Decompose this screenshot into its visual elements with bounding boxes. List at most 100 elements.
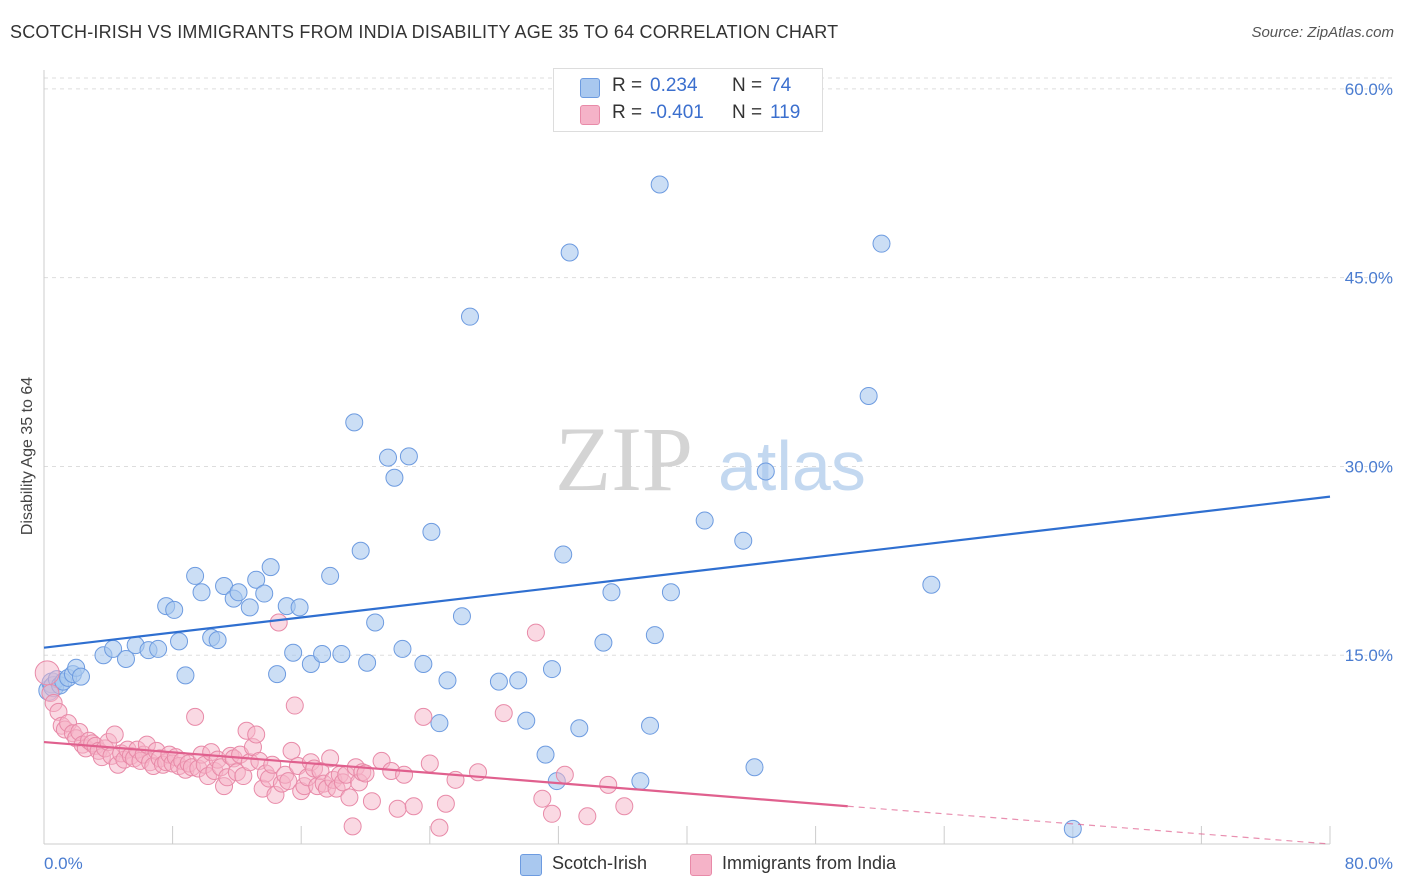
scotch-irish-point xyxy=(859,386,878,405)
scotch-irish-point xyxy=(560,243,579,262)
legend-blue-swatch xyxy=(520,854,542,876)
blue-swatch xyxy=(580,78,600,98)
y-tick-label: 15.0% xyxy=(1345,646,1393,665)
india-point xyxy=(282,741,301,760)
scotch-irish-point xyxy=(351,541,370,560)
scotch-irish-point xyxy=(149,639,168,658)
r-label: R = xyxy=(612,102,643,123)
india-point xyxy=(247,725,266,744)
pink-swatch xyxy=(580,105,600,125)
scotch-irish-point xyxy=(268,665,287,684)
scotch-irish-point xyxy=(1063,819,1082,838)
india-point xyxy=(105,725,124,744)
scotch-irish-point xyxy=(208,631,227,650)
scotch-irish-point xyxy=(192,583,211,602)
scotch-irish-point xyxy=(379,448,398,467)
r-label: R = xyxy=(612,75,643,96)
n-label: N = xyxy=(732,102,763,123)
scotch-irish-point xyxy=(594,633,613,652)
scotch-irish-point xyxy=(536,745,555,764)
scotch-irish-point xyxy=(745,758,764,777)
axis-layer xyxy=(43,70,1331,845)
scotch-irish-point xyxy=(301,655,320,674)
watermark: ZIP atlas xyxy=(555,408,866,510)
scotch-irish-point xyxy=(661,583,680,602)
scotch-irish-point xyxy=(645,626,664,645)
india-point xyxy=(356,764,375,783)
n-value: 119 xyxy=(770,102,801,123)
india-point xyxy=(555,765,574,784)
watermark-atlas: atlas xyxy=(718,427,866,505)
india-point xyxy=(494,704,513,723)
y-tick-label: 60.0% xyxy=(1345,80,1393,99)
scotch-irish-point xyxy=(570,719,589,738)
india-point xyxy=(285,696,304,715)
scotch-irish-point xyxy=(290,598,309,617)
scotch-irish-point xyxy=(240,598,259,617)
india-point xyxy=(321,749,340,768)
scotch-irish-point xyxy=(229,583,248,602)
scotch-irish-point xyxy=(641,716,660,735)
india-trend-line xyxy=(43,740,848,808)
scotch-irish-point xyxy=(602,583,621,602)
scotch-irish-point xyxy=(399,447,418,466)
scotch-irish-point xyxy=(71,667,90,686)
scotch-irish-point xyxy=(186,566,205,585)
scotch-irish-point xyxy=(872,234,891,253)
scotch-irish-point xyxy=(460,307,479,326)
source-note: Source: ZipAtlas.com xyxy=(1251,24,1394,41)
scotch-irish-point xyxy=(438,671,457,690)
scotch-irish-point xyxy=(332,644,351,663)
correlation-stats-box: R = 0.234 N = 74 R = -0.401 N = 119 xyxy=(553,68,823,132)
scotch-irish-point xyxy=(261,558,280,577)
india-point xyxy=(34,660,60,686)
india-point xyxy=(430,818,449,837)
n-value: 74 xyxy=(770,75,792,96)
scotch-irish-point xyxy=(393,639,412,658)
scotch-irish-point xyxy=(284,643,303,662)
india-point xyxy=(578,807,597,826)
scotch-irish-point xyxy=(116,649,135,668)
scotch-irish-point xyxy=(313,644,332,663)
india-point xyxy=(362,792,381,811)
india-point xyxy=(395,765,414,784)
india-point xyxy=(420,754,439,773)
tick-label-layer: 15.0% 30.0% 45.0% 60.0% 0.0% 80.0% xyxy=(44,80,1393,873)
india-point xyxy=(615,797,634,816)
x-tick-label-min: 0.0% xyxy=(44,854,83,873)
scotch-irish-point xyxy=(345,413,364,432)
legend-label: Scotch-Irish xyxy=(552,853,648,873)
india-points xyxy=(34,613,634,837)
scotch-irish-point xyxy=(170,632,189,651)
india-point xyxy=(414,707,433,726)
scotch-irish-point xyxy=(414,655,433,674)
scotch-irish-point xyxy=(489,672,508,691)
scotch-irish-point xyxy=(517,711,536,730)
trend-layer xyxy=(43,495,1331,845)
scotch-irish-point xyxy=(631,772,650,791)
scotch-irish-point xyxy=(734,531,753,550)
scotch-irish-point xyxy=(756,462,775,481)
scotch-irish-point xyxy=(430,714,449,733)
scotch-irish-point xyxy=(358,653,377,672)
india-point xyxy=(340,788,359,807)
x-tick-label-max: 80.0% xyxy=(1345,854,1393,873)
india-point xyxy=(186,707,205,726)
n-label: N = xyxy=(732,75,763,96)
legend-label: Immigrants from India xyxy=(722,853,897,873)
india-point xyxy=(533,789,552,808)
y-tick-label: 45.0% xyxy=(1345,269,1393,288)
scotch-irish-point xyxy=(509,671,528,690)
y-tick-label: 30.0% xyxy=(1345,457,1393,476)
scotch-irish-point xyxy=(247,570,266,589)
india-point xyxy=(279,772,298,791)
india-point xyxy=(388,799,407,818)
legend-pink-swatch xyxy=(690,854,712,876)
india-point xyxy=(436,794,455,813)
r-value: 0.234 xyxy=(650,75,698,96)
scotch-irish-point xyxy=(176,666,195,685)
r-value: -0.401 xyxy=(650,102,704,123)
scotch-irish-point xyxy=(255,584,274,603)
india-trend-extension xyxy=(847,805,1331,845)
